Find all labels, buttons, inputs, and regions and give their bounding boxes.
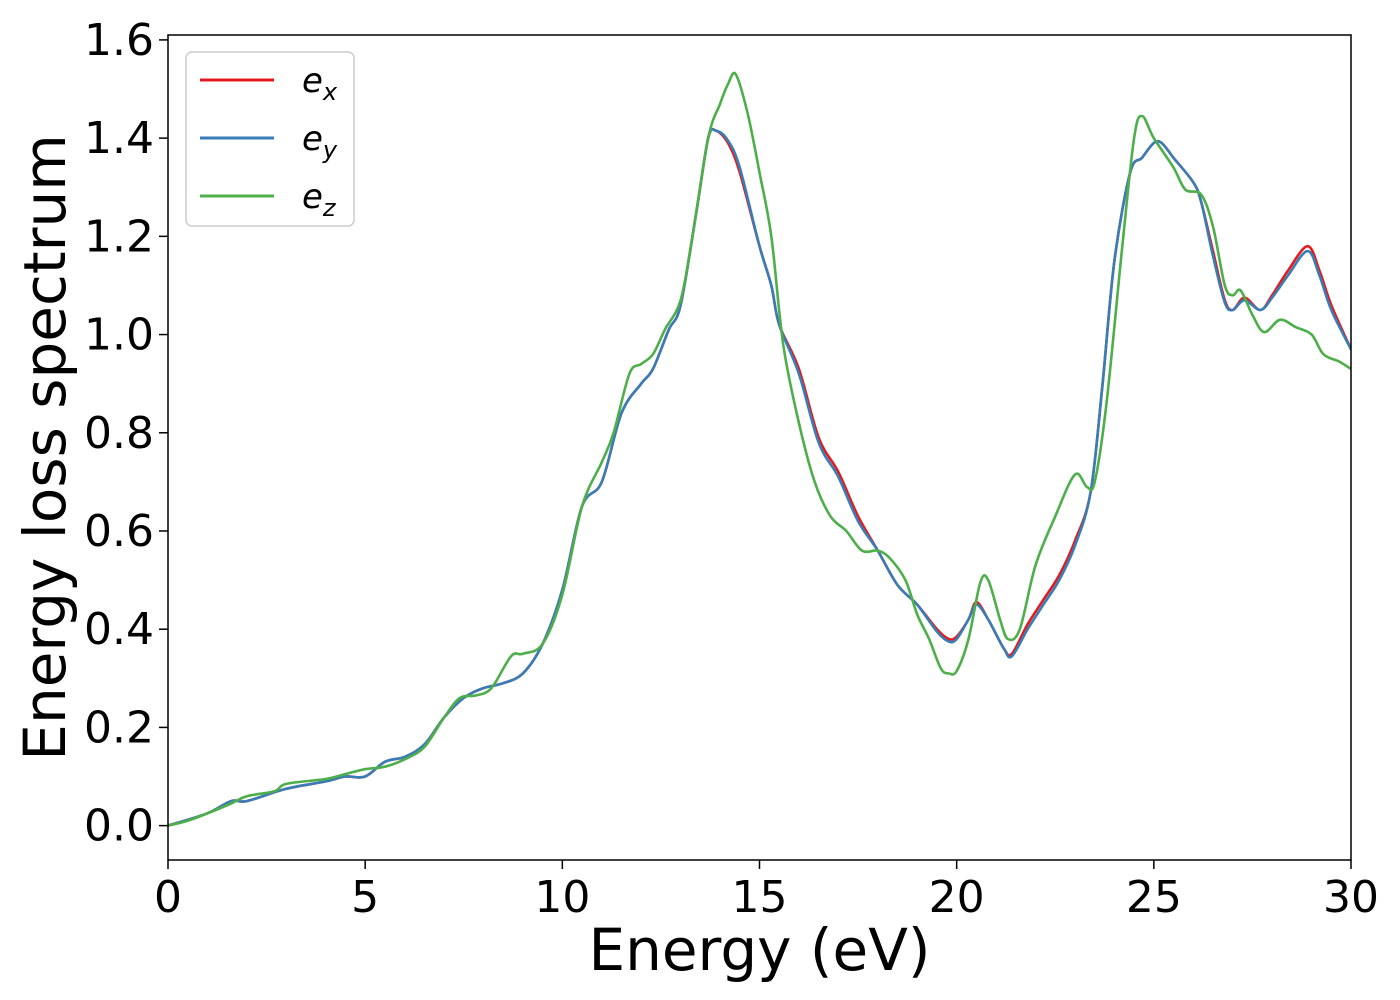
y-tick-label: 0.2	[84, 702, 154, 753]
x-tick-label: 20	[929, 872, 985, 923]
x-tick-label: 10	[534, 872, 590, 923]
x-tick-label: 5	[351, 872, 379, 923]
y-tick-label: 0.6	[84, 506, 154, 557]
series-group	[168, 71, 1351, 827]
x-axis-label: Energy (eV)	[588, 916, 930, 984]
legend-label-ey: ey	[302, 119, 338, 164]
y-axis: 0.0 0.2 0.4 0.6 0.8 1.0 1.2 1.4 1.6	[84, 15, 168, 852]
y-tick-label: 1.0	[84, 310, 154, 361]
y-tick-label: 0.0	[84, 801, 154, 852]
y-axis-label: Energy loss spectrum	[11, 134, 79, 760]
y-tick-label: 1.4	[84, 113, 154, 164]
y-tick-label: 1.6	[84, 15, 154, 66]
x-axis: 0 5 10 15 20 25 30	[154, 860, 1379, 923]
x-tick-label: 25	[1126, 872, 1182, 923]
legend-label-ez: ez	[302, 177, 337, 222]
y-tick-label: 1.2	[84, 211, 154, 262]
series-line-ey	[168, 127, 1351, 827]
x-tick-label: 0	[154, 872, 182, 923]
legend: ex ey ez	[185, 51, 355, 227]
legend-label-ex: ex	[302, 61, 338, 106]
y-tick-label: 0.8	[84, 408, 154, 459]
x-tick-label: 30	[1323, 872, 1379, 923]
series-line-ez	[168, 71, 1351, 827]
x-tick-label: 15	[732, 872, 788, 923]
y-tick-label: 0.4	[84, 604, 154, 655]
